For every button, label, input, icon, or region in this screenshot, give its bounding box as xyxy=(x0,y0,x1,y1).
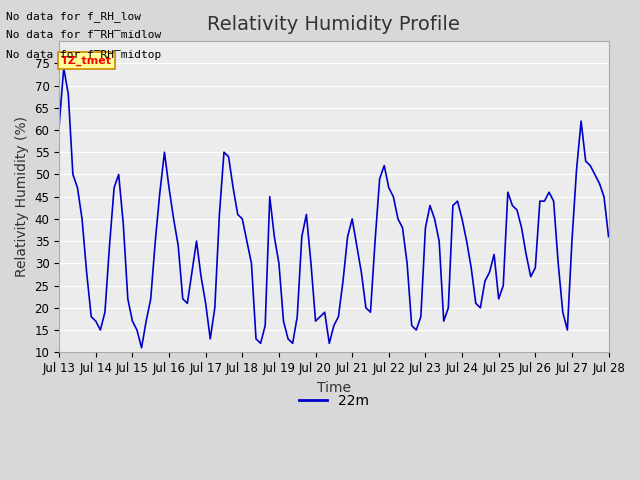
X-axis label: Time: Time xyxy=(317,381,351,395)
Text: No data for f̅RH̅midlow: No data for f̅RH̅midlow xyxy=(6,30,162,40)
Y-axis label: Relativity Humidity (%): Relativity Humidity (%) xyxy=(15,116,29,277)
Text: TZ_tmet: TZ_tmet xyxy=(61,55,112,66)
Title: Relativity Humidity Profile: Relativity Humidity Profile xyxy=(207,15,460,34)
Legend: 22m: 22m xyxy=(293,389,374,414)
Text: No data for f̅RH̅midtop: No data for f̅RH̅midtop xyxy=(6,49,162,60)
Text: No data for f_RH_low: No data for f_RH_low xyxy=(6,11,141,22)
